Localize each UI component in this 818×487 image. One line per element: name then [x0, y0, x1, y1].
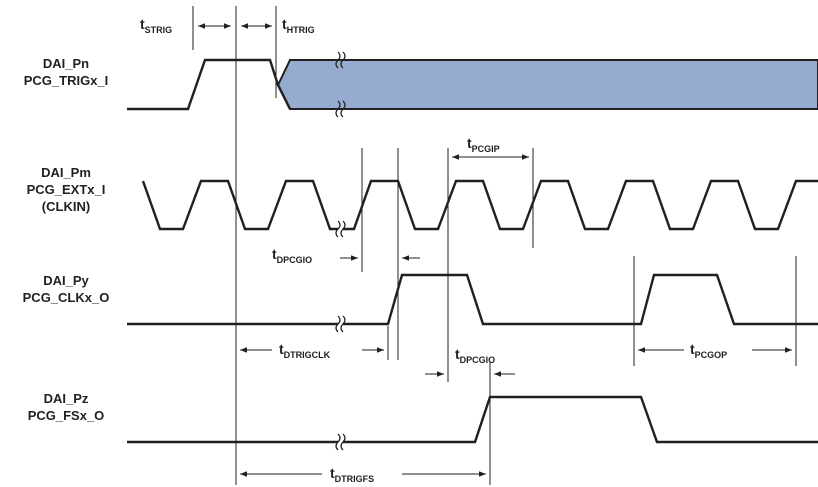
- svg-text:tDPCGIO: tDPCGIO: [455, 346, 495, 365]
- signal-label-trig: DAI_Pn PCG_TRIGx_I: [24, 56, 109, 88]
- svg-text:tDTRIGFS: tDTRIGFS: [330, 465, 374, 484]
- break-mark: [335, 51, 346, 69]
- svg-text:tHTRIG: tHTRIG: [282, 16, 315, 35]
- svg-text:tPCGIP: tPCGIP: [467, 135, 500, 154]
- timing-dtrigclk: tDTRIGCLK: [240, 341, 384, 360]
- timing-dtrigfs: tDTRIGFS: [240, 465, 486, 484]
- timing-strig: tSTRIG: [140, 16, 231, 35]
- signal-label-line1: DAI_Pm: [41, 165, 91, 180]
- timing-dpcgio-1: tDPCGIO: [272, 246, 420, 265]
- signal-label-clk: DAI_Py PCG_CLKx_O: [23, 273, 110, 305]
- clk-waveform: [127, 273, 818, 333]
- svg-text:tPCGOP: tPCGOP: [690, 341, 727, 360]
- timing-dpcgio-2: tDPCGIO: [425, 346, 515, 377]
- signal-label-line2: PCG_FSx_O: [28, 408, 105, 423]
- trig-dont-care-region: [276, 59, 818, 110]
- svg-text:tDPCGIO: tDPCGIO: [272, 246, 312, 265]
- signal-label-line3: (CLKIN): [42, 199, 90, 214]
- signal-label-fs: DAI_Pz PCG_FSx_O: [28, 391, 105, 423]
- ext-waveform: [141, 179, 818, 238]
- svg-text:tDTRIGCLK: tDTRIGCLK: [279, 341, 331, 360]
- trig-waveform: [127, 51, 818, 118]
- break-mark: [335, 100, 346, 118]
- signal-label-line1: DAI_Pz: [44, 391, 89, 406]
- timing-pcgip: tPCGIP: [452, 135, 529, 160]
- signal-label-line1: DAI_Pn: [43, 56, 89, 71]
- signal-label-line2: PCG_TRIGx_I: [24, 73, 109, 88]
- fs-waveform: [127, 395, 818, 451]
- reference-lines: [192, 6, 797, 485]
- timing-htrig: tHTRIG: [241, 16, 315, 35]
- signal-label-line2: PCG_EXTx_I: [27, 182, 106, 197]
- timing-pcgop: tPCGOP: [638, 341, 792, 360]
- signal-label-line1: DAI_Py: [43, 273, 89, 288]
- svg-text:tSTRIG: tSTRIG: [140, 16, 172, 35]
- signal-label-ext: DAI_Pm PCG_EXTx_I (CLKIN): [27, 165, 106, 214]
- signal-label-line2: PCG_CLKx_O: [23, 290, 110, 305]
